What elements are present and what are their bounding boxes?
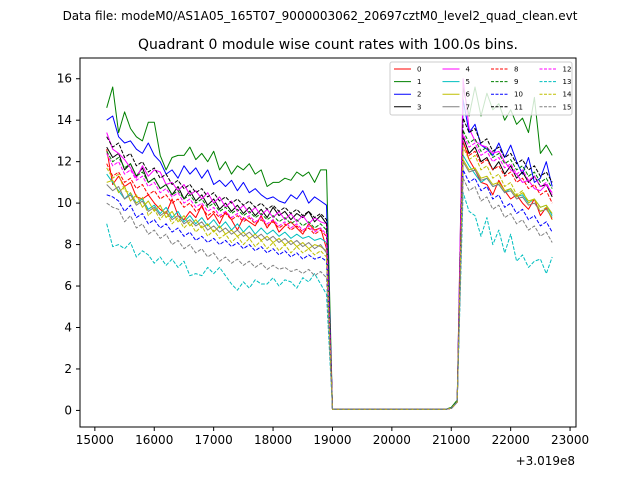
legend-label-4: 4 [466,66,471,74]
legend-label-14: 14 [563,91,572,99]
x-tick-label: 21000 [432,433,470,447]
series-line-12 [106,134,553,410]
chart-title: Quadrant 0 module wise count rates with … [138,37,518,53]
legend-label-1: 1 [417,78,421,86]
y-tick-label: 16 [57,72,72,86]
y-tick-label: 2 [64,362,72,376]
plot-area [106,78,553,410]
series-line-13 [106,192,553,410]
series-line-9 [106,130,553,410]
x-tick-label: 18000 [254,433,292,447]
y-tick-label: 4 [64,320,72,334]
x-tick-label: 22000 [492,433,530,447]
suptitle: Data file: modeM0/AS1A05_165T07_90000030… [63,9,578,23]
legend-label-6: 6 [466,91,471,99]
y-tick-label: 14 [57,113,72,127]
series-line-2 [106,99,553,410]
series-line-1 [106,86,553,410]
series-line-15 [106,177,553,410]
x-tick-label: 17000 [195,433,233,447]
legend-label-2: 2 [417,91,421,99]
legend-label-7: 7 [466,103,470,111]
x-tick-label: 23000 [551,433,589,447]
legend-label-12: 12 [563,66,572,74]
legend-label-13: 13 [563,78,572,86]
x-tick-label: 15000 [76,433,114,447]
y-tick-label: 10 [57,196,72,210]
legend-label-10: 10 [514,91,523,99]
legend-label-15: 15 [563,103,572,111]
y-tick-label: 12 [57,155,72,169]
axes-frame [79,57,577,428]
legend-label-5: 5 [466,78,470,86]
legend-label-11: 11 [514,103,523,111]
legend-label-8: 8 [514,66,518,74]
x-tick-label: 20000 [373,433,411,447]
y-tick-label: 0 [64,403,72,417]
legend-label-0: 0 [417,66,421,74]
axes: 15000 16000 17000 18000 19000 20000 21000 22000… [57,57,589,447]
y-tick-label: 6 [64,279,72,293]
legend-label-3: 3 [417,103,421,111]
y-tick-label: 8 [64,238,72,252]
x-tick-label: 19000 [313,433,351,447]
legend-box [389,61,573,116]
series-line-11 [106,117,553,410]
x-offset-label: +3.019e8 [516,454,575,468]
series-line-10 [106,169,553,410]
legend-label-9: 9 [514,78,518,86]
x-tick-label: 16000 [135,433,173,447]
